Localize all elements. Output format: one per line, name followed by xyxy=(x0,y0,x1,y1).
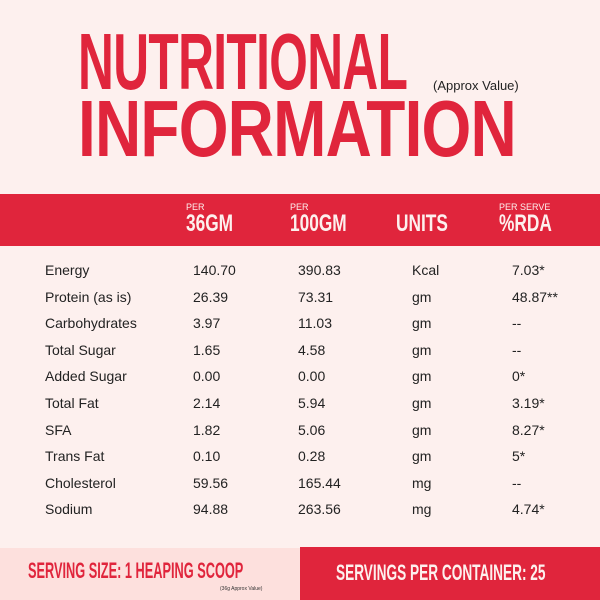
per-36gm: 1.65 xyxy=(193,341,221,358)
header-units: UNITS xyxy=(396,202,468,236)
unit: Kcal xyxy=(412,262,440,278)
serving-size: SERVING SIZE: 1 HEAPING SCOOP xyxy=(28,558,244,583)
serving-note: (36g Approx Value) xyxy=(220,586,263,592)
per-36gm: 3.97 xyxy=(193,315,221,332)
serving-size-panel: SERVING SIZE: 1 HEAPING SCOOP (36g Appro… xyxy=(0,548,300,600)
unit: gm xyxy=(412,394,432,411)
per-100gm: 0.28 xyxy=(298,448,326,465)
header-small: PER xyxy=(186,202,205,212)
per-36gm: 0.10 xyxy=(193,448,221,465)
per-100gm: 73.31 xyxy=(298,288,334,305)
rda: -- xyxy=(512,474,522,491)
nutrient-name: Sodium xyxy=(45,501,93,518)
per-100gm: 263.56 xyxy=(298,501,341,518)
rda: 5* xyxy=(512,448,526,465)
nutrient-name: Added Sugar xyxy=(45,368,127,385)
per-100gm: 165.44 xyxy=(298,474,341,491)
nutrient-name: Energy xyxy=(45,262,90,278)
table-row: Protein (as is) 26.39 73.31 gm 48.87** xyxy=(0,285,600,312)
header-per-36gm: PER 36GM xyxy=(186,202,251,236)
per-100gm: 4.58 xyxy=(298,341,326,358)
header-small: PER SERVE xyxy=(499,202,551,212)
nutrient-name: Total Fat xyxy=(45,394,99,411)
nutrient-name: Cholesterol xyxy=(45,474,116,491)
header-big: 100GM xyxy=(290,210,347,237)
header-big: 36GM xyxy=(186,210,234,237)
title-line-1: NUTRITIONAL xyxy=(78,17,408,106)
table-row: Total Fat 2.14 5.94 gm 3.19* xyxy=(0,391,600,418)
rda: 0* xyxy=(512,368,526,385)
unit: gm xyxy=(412,368,432,385)
rda: -- xyxy=(512,315,522,332)
per-100gm: 390.83 xyxy=(298,262,341,278)
unit: gm xyxy=(412,315,432,332)
unit: gm xyxy=(412,448,432,465)
rda: 48.87** xyxy=(512,288,558,305)
table-row: Energy 140.70 390.83 Kcal 7.03* xyxy=(0,258,600,285)
header-rda: PER SERVE %RDA xyxy=(499,202,572,236)
unit: mg xyxy=(412,474,432,491)
header-per-100gm: PER 100GM xyxy=(290,202,369,236)
servings-per-container: SERVINGS PER CONTAINER: 25 xyxy=(336,560,546,585)
header-big: UNITS xyxy=(396,210,448,237)
per-100gm: 11.03 xyxy=(298,315,332,332)
per-100gm: 5.94 xyxy=(298,394,326,411)
table-row: Cholesterol 59.56 165.44 mg -- xyxy=(0,471,600,498)
per-36gm: 0.00 xyxy=(193,368,221,385)
per-100gm: 5.06 xyxy=(298,421,326,438)
nutrition-table: Energy 140.70 390.83 Kcal 7.03* Protein (as i… xyxy=(0,258,600,524)
servings-panel: SERVINGS PER CONTAINER: 25 xyxy=(300,547,600,600)
unit: gm xyxy=(412,421,432,438)
per-36gm: 59.56 xyxy=(193,474,229,491)
rda: 7.03* xyxy=(512,262,545,278)
nutrient-name: Total Sugar xyxy=(45,341,116,358)
table-row: Added Sugar 0.00 0.00 gm 0* xyxy=(0,364,600,391)
nutrient-name: Protein (as is) xyxy=(45,288,132,305)
rda: 4.74* xyxy=(512,501,545,518)
unit: mg xyxy=(412,501,432,518)
rda: 8.27* xyxy=(512,421,545,438)
rda: 3.19* xyxy=(512,394,545,411)
per-36gm: 94.88 xyxy=(193,501,229,518)
title-line-2: INFORMATION xyxy=(78,84,517,173)
per-36gm: 26.39 xyxy=(193,288,229,305)
table-row: Sodium 94.88 263.56 mg 4.74* xyxy=(0,497,600,524)
header-big: %RDA xyxy=(499,210,552,237)
per-36gm: 2.14 xyxy=(193,394,221,411)
per-36gm: 140.70 xyxy=(193,262,236,278)
header-small: PER xyxy=(290,202,309,212)
rda: -- xyxy=(512,341,522,358)
table-row: Total Sugar 1.65 4.58 gm -- xyxy=(0,338,600,365)
unit: gm xyxy=(412,288,432,305)
per-100gm: 0.00 xyxy=(298,368,326,385)
table-row: Carbohydrates 3.97 11.03 gm -- xyxy=(0,311,600,338)
nutrient-name: SFA xyxy=(45,421,72,438)
unit: gm xyxy=(412,341,432,358)
nutrient-name: Trans Fat xyxy=(45,448,105,465)
table-row: SFA 1.82 5.06 gm 8.27* xyxy=(0,418,600,445)
nutrient-name: Carbohydrates xyxy=(45,315,137,332)
per-36gm: 1.82 xyxy=(193,421,221,438)
table-row: Trans Fat 0.10 0.28 gm 5* xyxy=(0,444,600,471)
approx-note: (Approx Value) xyxy=(433,78,519,93)
table-header: PER 36GM PER 100GM UNITS PER SERVE %RDA xyxy=(0,194,600,246)
